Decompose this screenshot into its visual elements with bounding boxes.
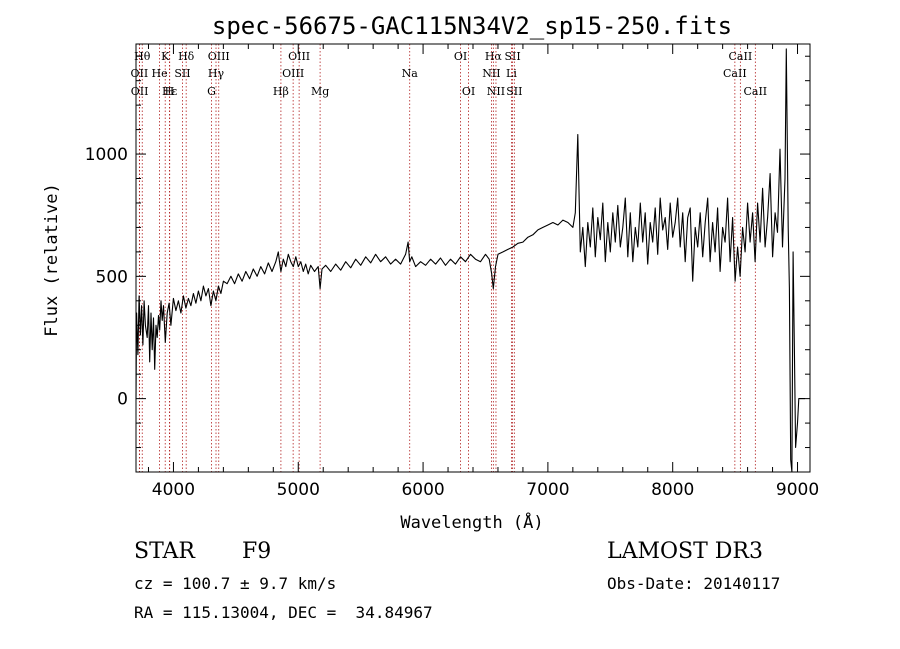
line-marker-label: CaII [723, 67, 747, 80]
line-marker-label: OIII [282, 67, 304, 80]
line-marker-label: NII [482, 67, 500, 80]
line-marker-label: SII [174, 67, 190, 80]
line-marker-label: He [152, 67, 168, 80]
y-tick-label: 0 [117, 390, 128, 410]
line-marker-label: H [165, 85, 175, 98]
x-axis-label: Wavelength (Å) [400, 511, 543, 533]
coordinates-readout: RA = 115.13004, DEC = 34.84967 [134, 603, 433, 622]
series-group [136, 49, 805, 472]
line-marker-label: Li [506, 67, 517, 80]
x-tick-label: 5000 [277, 480, 320, 500]
object-class: STAR [134, 539, 195, 564]
x-tick-label: 8000 [651, 480, 694, 500]
y-tick-label: 1000 [85, 145, 128, 165]
observation-date: Obs-Date: 20140117 [607, 574, 780, 593]
x-tick-label: 9000 [776, 480, 819, 500]
line-marker-label: OI [454, 50, 467, 63]
spectrum-series-line [136, 49, 805, 472]
line-marker-label: OI [462, 85, 475, 98]
line-marker-label: NII [487, 85, 505, 98]
chart-title: spec-56675-GAC115N34V2_sp15-250.fits [212, 12, 732, 40]
y-tick-label: 500 [96, 267, 128, 287]
line-marker-label: Hγ [208, 67, 225, 80]
line-marker-label: Mg [311, 85, 329, 98]
line-marker-label: OIII [288, 50, 310, 63]
redshift-readout: cz = 100.7 ± 9.7 km/s [134, 574, 336, 593]
line-marker-label: Na [402, 67, 419, 80]
x-tick-label: 4000 [152, 480, 195, 500]
line-marker-label: CaII [743, 85, 767, 98]
plot-frame [136, 44, 810, 472]
survey-name: LAMOST DR3 [607, 539, 763, 564]
line-marker-label: SII [506, 85, 522, 98]
line-marker-label: Hδ [178, 50, 195, 63]
y-axis-label: Flux (relative) [42, 183, 62, 337]
axis-ticks: 4000 5000 6000 7000 8000 9000 0 500 1000 [85, 44, 819, 500]
line-marker-label: CaII [729, 50, 753, 63]
x-tick-label: 6000 [401, 480, 444, 500]
object-subclass: F9 [242, 539, 271, 564]
line-marker-label: OIII [208, 50, 230, 63]
line-marker-label: K [161, 50, 170, 63]
line-marker-label: SII [504, 50, 520, 63]
line-marker-label: OII [131, 85, 149, 98]
line-marker-label: Hβ [273, 85, 289, 98]
x-tick-label: 7000 [526, 480, 569, 500]
line-marker-label: G [207, 85, 216, 98]
line-marker-label: Hα [485, 50, 503, 63]
